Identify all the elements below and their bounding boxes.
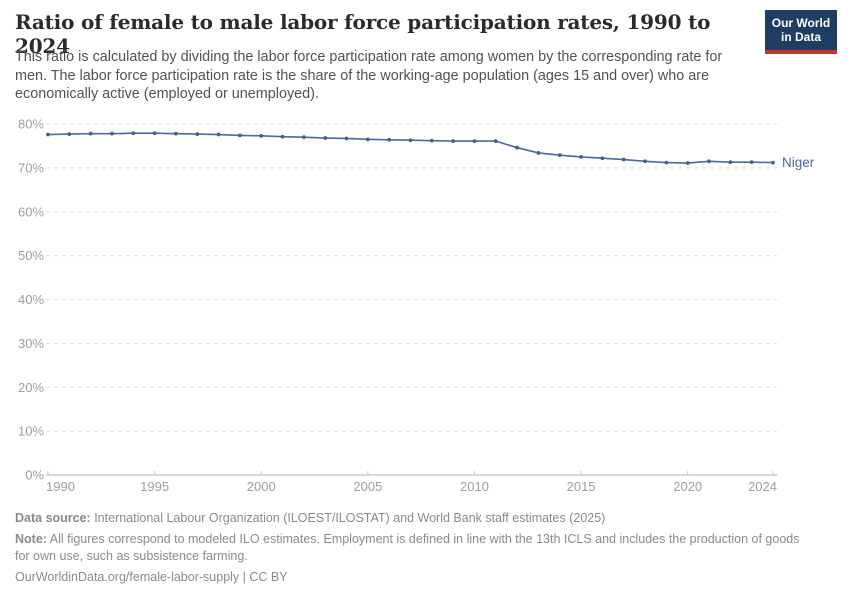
line-chart-canvas: 0% 10% 20% 30% 40% 50% 60% 70% 80% 1990 1995 2000 20… xyxy=(18,117,815,495)
chart-title: Ratio of female to male labor force part… xyxy=(15,10,711,58)
data-point[interactable] xyxy=(771,160,775,165)
data-point[interactable] xyxy=(429,138,434,143)
y-tick-label: 50% xyxy=(18,248,44,263)
chart-footer: Data source: International Labour Organi… xyxy=(15,510,803,590)
data-source-line: Data source: International Labour Organi… xyxy=(15,510,803,527)
data-point[interactable] xyxy=(579,155,583,159)
x-tick-label: 2010 xyxy=(460,479,489,494)
data-point[interactable] xyxy=(280,134,285,139)
data-point[interactable] xyxy=(472,139,477,144)
data-point[interactable] xyxy=(152,131,157,136)
x-tick-label: 2020 xyxy=(673,479,702,494)
note-label: Note: xyxy=(15,531,47,546)
data-point[interactable] xyxy=(238,133,242,138)
license-text: | CC BY xyxy=(239,569,288,584)
data-point[interactable] xyxy=(110,131,114,136)
y-axis-labels: 0% 10% 20% 30% 40% 50% 60% 70% 80% xyxy=(18,117,44,483)
chart-subtitle: This ratio is calculated by dividing the… xyxy=(15,49,723,103)
data-point[interactable] xyxy=(408,138,413,143)
data-point[interactable] xyxy=(301,135,306,140)
data-point[interactable] xyxy=(174,131,178,136)
series-points[interactable] xyxy=(46,131,775,165)
data-point[interactable] xyxy=(67,132,72,136)
y-tick-label: 40% xyxy=(18,292,44,307)
x-axis-labels: 1990 1995 2000 2005 2010 2015 2020 2024 xyxy=(46,479,777,494)
data-point[interactable] xyxy=(387,137,392,142)
owid-logo[interactable]: Our World in Data xyxy=(765,10,837,54)
series-end-label[interactable]: Niger xyxy=(782,155,815,170)
x-tick-label: 2015 xyxy=(567,479,596,494)
y-tick-label: 0% xyxy=(25,468,44,483)
data-point[interactable] xyxy=(600,156,605,161)
data-point[interactable] xyxy=(451,139,456,144)
data-point[interactable] xyxy=(728,160,733,165)
x-axis-ticks xyxy=(47,471,774,475)
data-point[interactable] xyxy=(216,132,221,137)
y-tick-label: 60% xyxy=(18,204,44,219)
permalink[interactable]: OurWorldinData.org/female-labor-supply xyxy=(15,569,240,584)
owid-logo-line-1: Our World xyxy=(771,16,831,30)
y-tick-label: 80% xyxy=(18,117,44,132)
data-point[interactable] xyxy=(365,137,370,142)
x-tick-label: 2024 xyxy=(748,479,777,494)
gridlines xyxy=(46,123,777,432)
data-point[interactable] xyxy=(344,136,349,141)
x-tick-label: 1990 xyxy=(46,479,75,494)
y-tick-label: 10% xyxy=(18,424,44,439)
data-point[interactable] xyxy=(323,136,328,140)
data-point[interactable] xyxy=(46,132,50,137)
data-point[interactable] xyxy=(685,161,690,165)
series-line[interactable] xyxy=(47,132,774,164)
data-point[interactable] xyxy=(643,159,647,164)
data-point[interactable] xyxy=(493,139,498,144)
data-point[interactable] xyxy=(195,132,200,136)
data-point[interactable] xyxy=(131,131,136,136)
y-tick-label: 30% xyxy=(18,336,44,351)
x-tick-label: 2000 xyxy=(247,479,276,494)
owid-logo-line-2: in Data xyxy=(780,30,821,45)
data-point[interactable] xyxy=(515,145,520,150)
data-point[interactable] xyxy=(259,133,264,138)
x-tick-label: 2005 xyxy=(353,479,382,494)
y-tick-label: 70% xyxy=(18,160,44,175)
data-source-label: Data source: xyxy=(15,511,91,525)
note-text: All figures correspond to modeled ILO es… xyxy=(15,531,800,563)
data-point[interactable] xyxy=(88,131,93,136)
data-point[interactable] xyxy=(557,153,562,158)
citation-line: OurWorldinData.org/female-labor-supply |… xyxy=(15,569,803,586)
data-point[interactable] xyxy=(749,160,754,165)
y-tick-label: 20% xyxy=(18,380,44,395)
x-tick-label: 1995 xyxy=(140,479,169,494)
note-line: Note: All figures correspond to modeled … xyxy=(15,531,803,565)
data-point[interactable] xyxy=(707,159,711,164)
data-point[interactable] xyxy=(664,160,669,165)
data-point[interactable] xyxy=(536,151,541,155)
data-source-text: International Labour Organization (ILOES… xyxy=(90,511,606,525)
data-point[interactable] xyxy=(621,157,626,162)
